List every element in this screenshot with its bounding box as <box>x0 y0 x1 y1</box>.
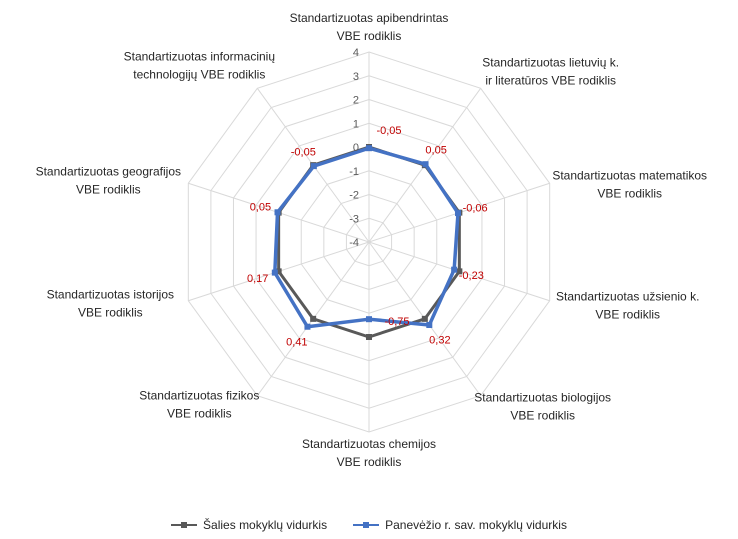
series-2-point <box>451 266 458 273</box>
data-label: -0,75 <box>384 316 409 328</box>
series-2-point <box>310 163 317 170</box>
radial-tick-label: 1 <box>353 118 359 130</box>
radial-tick-label: 0 <box>353 142 359 154</box>
legend-swatch-national <box>171 520 198 530</box>
series-2-point <box>366 316 372 323</box>
legend: Šalies mokyklų vidurkis Panevėžio r. sav… <box>0 518 738 532</box>
radial-tick-label: -1 <box>349 166 359 178</box>
category-label: Standartizuotas chemijos VBE rodiklis <box>302 437 436 469</box>
radial-tick-label: -3 <box>349 213 359 225</box>
series-1-point <box>456 268 463 275</box>
radial-tick-label: 2 <box>353 95 359 107</box>
category-label: Standartizuotas informacinių technologijų… <box>124 49 276 81</box>
data-label: -0,05 <box>291 147 316 159</box>
radar-series <box>271 144 463 340</box>
series-2-point <box>366 145 372 152</box>
data-label: 0,17 <box>247 273 268 285</box>
data-label: -0,05 <box>376 125 401 137</box>
data-label: 0,32 <box>429 335 450 347</box>
radial-tick-label: -4 <box>349 237 359 249</box>
series-2-point <box>454 210 461 217</box>
radar-grid <box>187 51 551 433</box>
data-label: 0,05 <box>425 145 446 157</box>
category-label: Standartizuotas apibendrintas VBE rodikli… <box>290 11 449 43</box>
radial-tick-label: 3 <box>353 71 359 83</box>
series-2-point <box>304 323 311 330</box>
category-label: Standartizuotas užsienio k. VBE rodiklis <box>556 290 699 322</box>
radial-tick-label: 4 <box>353 47 359 59</box>
category-label: Standartizuotas fizikos VBE rodiklis <box>139 389 259 421</box>
legend-swatch-panevezys <box>353 520 380 530</box>
category-label: Standartizuotas matematikos VBE rodiklis <box>552 168 707 200</box>
data-label: -0,06 <box>463 203 488 215</box>
radial-tick-labels: -4 -3 -2 -1 0 1 2 3 4 <box>349 47 359 249</box>
data-labels: -0,05 0,05 -0,06 -0,23 0,32 -0,75 0,41 0,17 0,05… <box>247 125 488 348</box>
series-2-point <box>274 209 281 216</box>
radial-tick-label: -2 <box>349 190 359 202</box>
legend-label-panevezys: Panevėžio r. sav. mokyklų vidurkis <box>385 518 567 532</box>
category-label: Standartizuotas lietuvių k. ir literatūro… <box>482 55 619 87</box>
series-1-point <box>366 334 372 340</box>
category-label: Standartizuotas istorijos VBE rodiklis <box>47 288 174 320</box>
data-label: -0,23 <box>459 270 484 282</box>
legend-item-national: Šalies mokyklų vidurkis <box>171 518 327 532</box>
legend-item-panevezys: Panevėžio r. sav. mokyklų vidurkis <box>353 518 567 532</box>
series-2-point <box>426 322 433 329</box>
series-2-point <box>271 269 278 276</box>
category-labels: Standartizuotas apibendrintas VBE rodikli… <box>36 11 707 469</box>
category-label: Standartizuotas geografijos VBE rodiklis <box>36 164 181 196</box>
data-label: 0,05 <box>250 202 271 214</box>
series-1-point <box>421 315 428 322</box>
category-label: Standartizuotas biologijos VBE rodiklis <box>474 391 611 423</box>
series-1-point <box>310 315 317 322</box>
series-1-point <box>275 268 282 275</box>
legend-label-national: Šalies mokyklų vidurkis <box>203 518 328 532</box>
series-2-point <box>422 161 429 168</box>
data-label: 0,41 <box>286 336 307 348</box>
